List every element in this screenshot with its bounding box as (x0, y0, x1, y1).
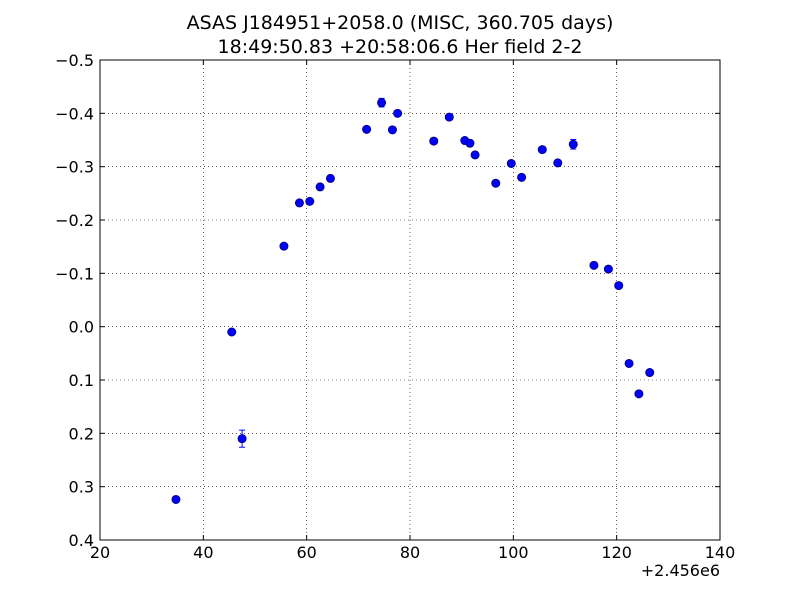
y-tick-label: −0.2 (55, 211, 94, 230)
data-point (315, 182, 325, 192)
chart-subtitle: 18:49:50.83 +20:58:06.6 Her field 2-2 (217, 36, 583, 58)
data-point (603, 264, 613, 274)
x-tick-label: 40 (193, 543, 213, 562)
data-point (614, 281, 624, 291)
data-point (537, 145, 547, 155)
y-tick-label: 0.0 (69, 318, 94, 337)
ticks-layer: 20 40 60 80 100 120 140 −0.5 −0.4 −0.3 −0.2 −0.1 0.0… (55, 51, 735, 562)
data-point (506, 158, 516, 168)
data-point (387, 125, 397, 135)
y-tick-label: 0.3 (69, 478, 94, 497)
y-tick-label: −0.3 (55, 158, 94, 177)
y-tick-label: −0.5 (55, 51, 94, 70)
data-point (227, 327, 237, 337)
data-point (325, 173, 335, 183)
data-point (362, 124, 372, 134)
grid-layer (100, 60, 720, 540)
chart-title: ASAS J184951+2058.0 (MISC, 360.705 days) (186, 12, 614, 34)
data-point (568, 139, 578, 149)
x-tick-label: 120 (601, 543, 632, 562)
data-point (171, 494, 181, 504)
data-point (470, 150, 480, 160)
data-point (634, 389, 644, 399)
data-point (444, 112, 454, 122)
x-tick-label: 20 (90, 543, 110, 562)
data-point (294, 198, 304, 208)
y-tick-label: 0.1 (69, 371, 94, 390)
data-point (429, 136, 439, 146)
y-tick-label: −0.1 (55, 264, 94, 283)
points-layer (171, 97, 655, 504)
data-point (553, 158, 563, 168)
x-tick-label: 80 (400, 543, 420, 562)
y-tick-label: 0.4 (69, 531, 94, 550)
data-point (645, 368, 655, 378)
data-point (465, 138, 475, 148)
data-point (279, 241, 289, 251)
y-tick-label: −0.4 (55, 104, 94, 123)
x-tick-label: 60 (296, 543, 316, 562)
data-point (624, 358, 634, 368)
x-offset-label: +2.456e6 (641, 561, 720, 580)
x-tick-label: 140 (705, 543, 736, 562)
data-point (305, 196, 315, 206)
data-point (491, 178, 501, 188)
data-point (589, 260, 599, 270)
data-point (393, 108, 403, 118)
y-tick-label: 0.2 (69, 424, 94, 443)
data-point (377, 98, 387, 108)
data-point (517, 172, 527, 182)
data-point (237, 434, 247, 444)
x-tick-label: 100 (498, 543, 529, 562)
